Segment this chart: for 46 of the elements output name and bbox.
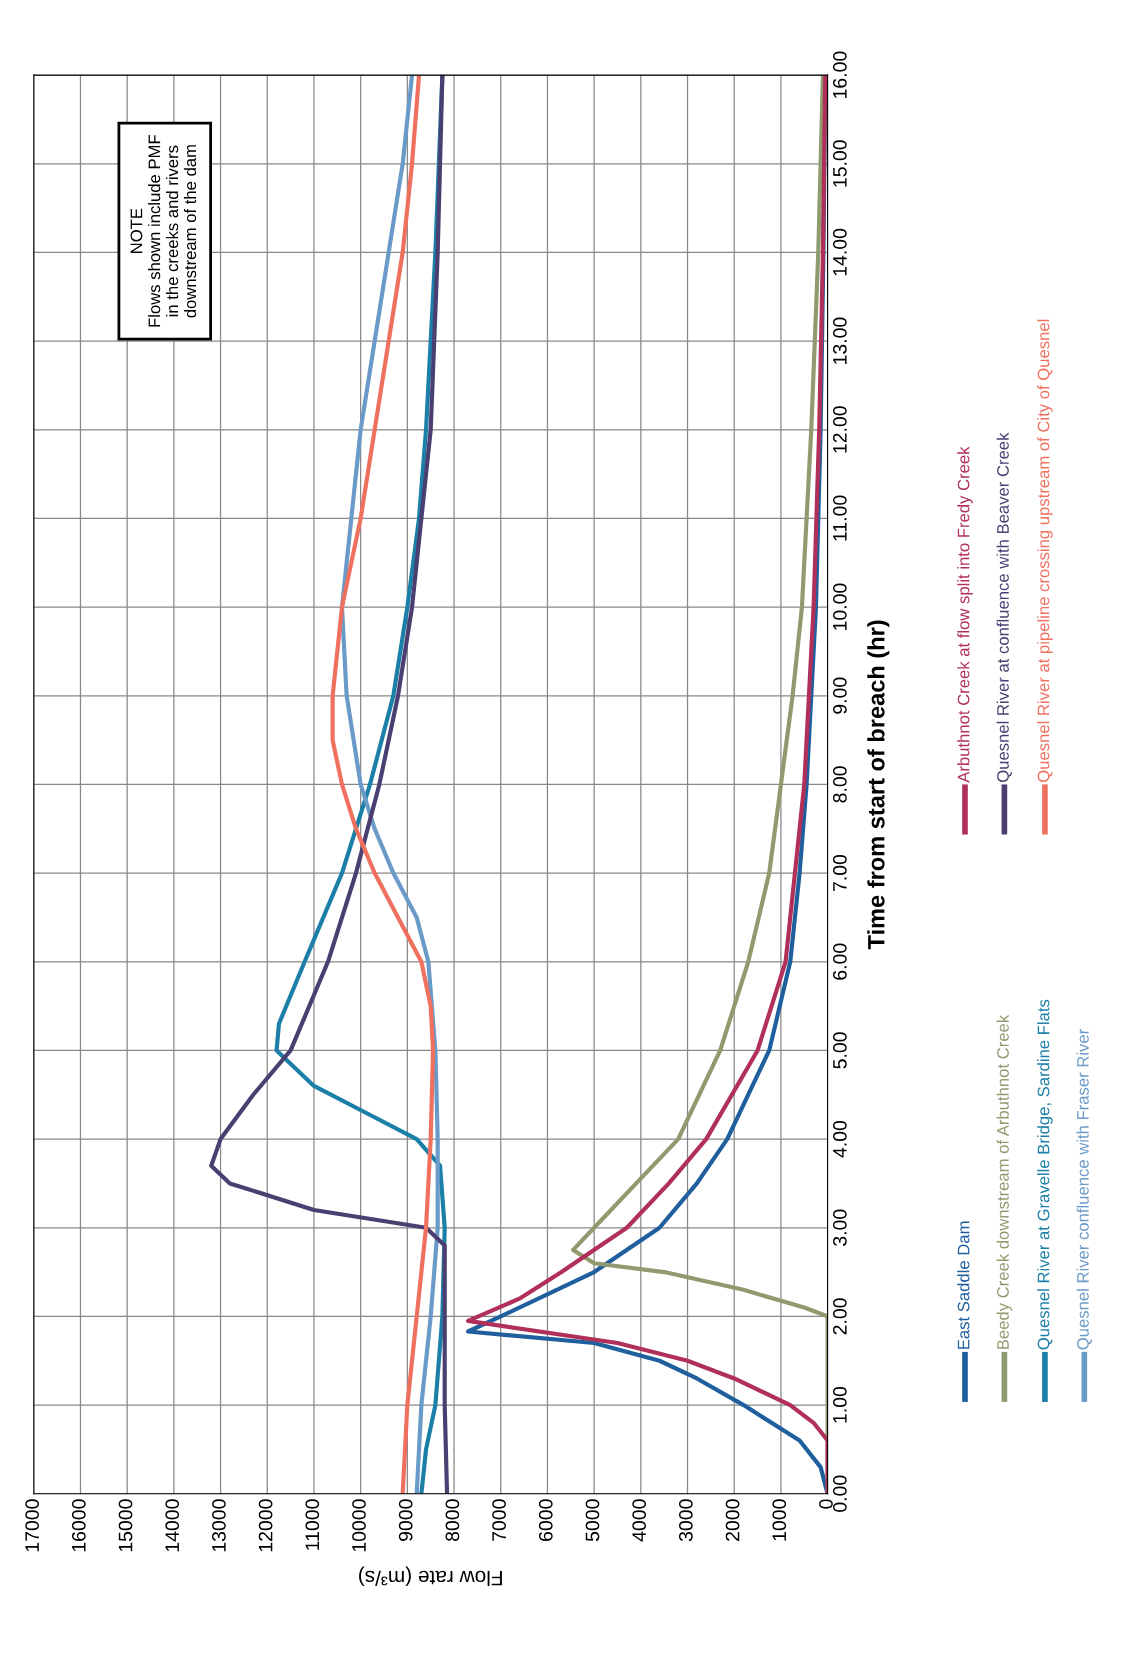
text: Quesnel River at Gravelle Bridge, Sardine Flats (1037, 999, 1053, 1350)
x-tick-label: 6000 (538, 1499, 553, 1541)
y-tick-label: 1.00 (832, 1386, 847, 1423)
x-axis-title: Flow rate (m³/s) (359, 1566, 502, 1586)
x-tick-label: 9000 (398, 1499, 413, 1541)
y-tick-label: 4.00 (832, 1120, 847, 1158)
x-tick-label: 1000 (772, 1499, 787, 1541)
y-tick-label: 8.00 (832, 766, 847, 803)
y-axis-title: Time from start of breach (hr) (867, 620, 890, 950)
text: Arbuthnot Creek at flow split into Fredy Creek (957, 446, 973, 783)
text: Quesnel River at confluence with Beaver Creek (996, 432, 1012, 782)
x-tick-label: 13000 (212, 1499, 226, 1552)
x-tick-label: 2000 (725, 1499, 740, 1541)
y-tick-label: 10.00 (832, 583, 847, 630)
x-tick-label: 12000 (258, 1499, 273, 1552)
x-tick-label: 5000 (585, 1499, 600, 1542)
x-tick-label: 15000 (118, 1499, 133, 1552)
x-tick-label: 10000 (352, 1499, 366, 1552)
text: Quesnel River at pipeline crossing upstream of City of Quesnel (1037, 319, 1053, 782)
x-tick-label: 17000 (25, 1499, 39, 1552)
x-tick-label: 0 (819, 1499, 833, 1509)
text: Quesnel River confluence with Fraser River (1076, 1029, 1092, 1350)
y-tick-label: 12.00 (832, 406, 847, 453)
x-tick-label: 16000 (71, 1499, 86, 1552)
x-tick-label: 3000 (678, 1499, 693, 1542)
annotation: NOTE Flows shown include PMF in the creeks and rivers downstream of the dam (130, 135, 197, 327)
x-tick-label: 8000 (445, 1499, 460, 1542)
y-tick-label: 13.00 (832, 317, 847, 364)
y-tick-label: 9.00 (832, 677, 847, 714)
y-tick-label: 16.00 (832, 51, 847, 98)
x-tick-label: 14000 (165, 1499, 180, 1552)
y-tick-label: 5.00 (832, 1032, 847, 1069)
y-tick-label: 3.00 (832, 1209, 847, 1246)
y-tick-label: 14.00 (832, 228, 847, 276)
text: East Saddle Dam (957, 1221, 970, 1349)
text: Beedy Creek downstream of Arbuthnot Creek (996, 1014, 1013, 1349)
y-tick-label: 11.00 (832, 495, 847, 541)
y-tick-label: 15.00 (832, 140, 847, 187)
y-tick-label: 2.00 (832, 1298, 847, 1335)
x-tick-label: 7000 (492, 1499, 506, 1541)
x-tick-label: 11000 (305, 1499, 320, 1550)
y-tick-label: 6.00 (832, 943, 847, 980)
x-tick-label: 4000 (632, 1499, 647, 1542)
y-tick-label: 0.00 (832, 1475, 847, 1512)
y-tick-label: 7.00 (832, 854, 847, 892)
line-series (209, 75, 450, 1494)
